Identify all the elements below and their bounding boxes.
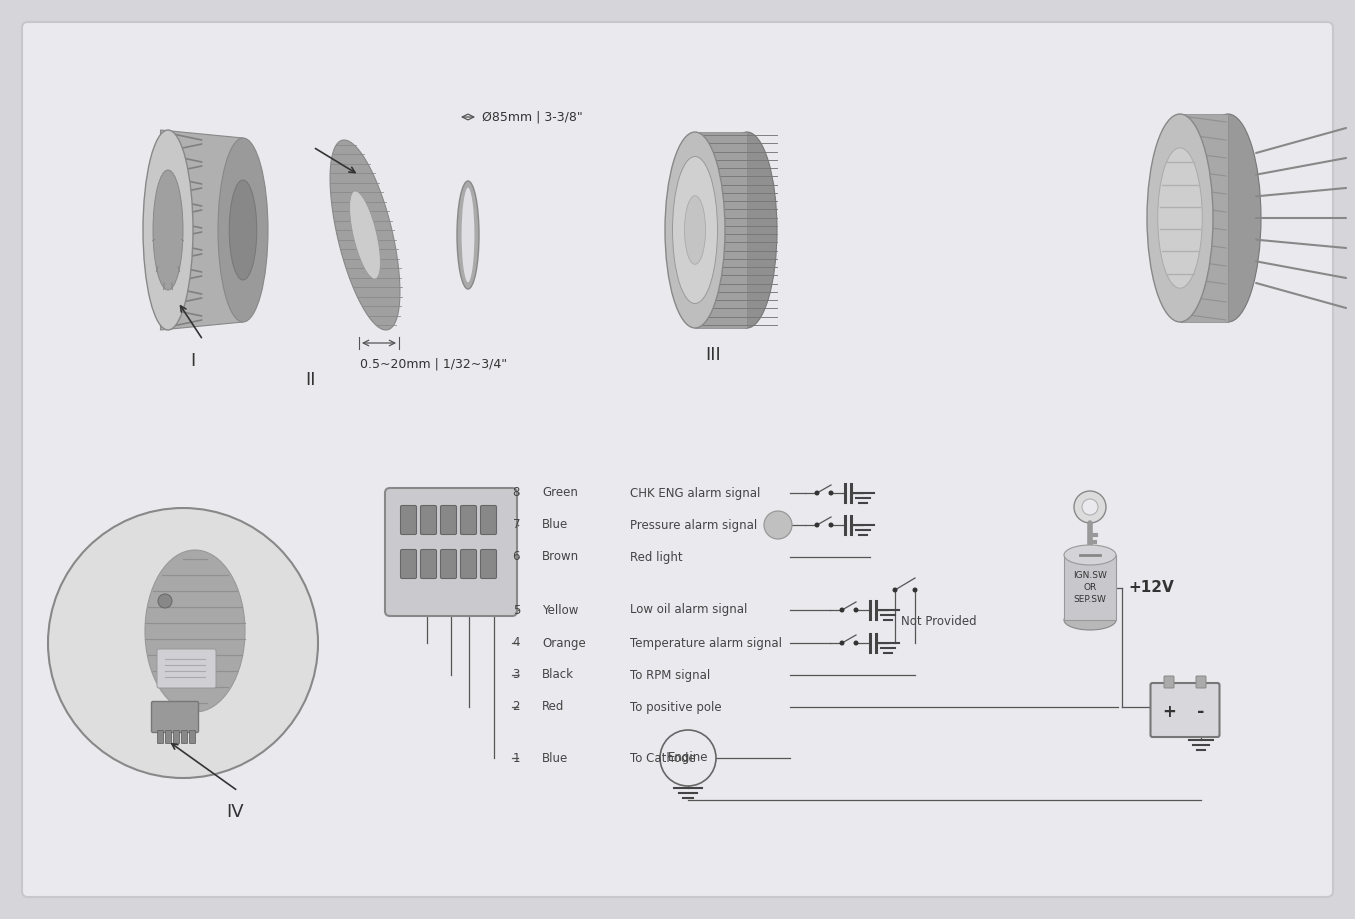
Circle shape (854, 641, 859, 645)
Circle shape (912, 587, 917, 593)
Ellipse shape (145, 550, 245, 712)
Text: Brown: Brown (542, 550, 579, 563)
FancyBboxPatch shape (182, 731, 187, 743)
Circle shape (828, 491, 833, 495)
Circle shape (828, 523, 833, 528)
Circle shape (814, 491, 820, 495)
Circle shape (764, 511, 793, 539)
Ellipse shape (153, 170, 183, 290)
FancyBboxPatch shape (22, 22, 1333, 897)
FancyBboxPatch shape (420, 505, 436, 535)
Text: Green: Green (542, 486, 577, 500)
FancyBboxPatch shape (1164, 676, 1173, 688)
Ellipse shape (665, 132, 725, 328)
Ellipse shape (457, 181, 480, 289)
Text: Black: Black (542, 668, 575, 682)
Text: I: I (190, 352, 195, 370)
Text: Red light: Red light (630, 550, 683, 563)
Text: Engine: Engine (668, 752, 709, 765)
Text: II: II (305, 371, 316, 389)
FancyBboxPatch shape (461, 505, 477, 535)
Circle shape (1083, 499, 1098, 515)
Ellipse shape (1064, 545, 1117, 565)
FancyBboxPatch shape (152, 701, 198, 732)
Text: CHK ENG alarm signal: CHK ENG alarm signal (630, 486, 760, 500)
Circle shape (159, 594, 172, 608)
Ellipse shape (1146, 114, 1213, 322)
Text: IV: IV (226, 803, 244, 821)
Circle shape (840, 607, 844, 612)
Text: Ø85mm | 3-3/8": Ø85mm | 3-3/8" (482, 110, 583, 123)
Text: To positive pole: To positive pole (630, 700, 722, 713)
Text: 7: 7 (512, 518, 520, 531)
FancyBboxPatch shape (157, 731, 164, 743)
Ellipse shape (218, 138, 268, 322)
Circle shape (814, 523, 820, 528)
Ellipse shape (684, 196, 706, 265)
Circle shape (660, 730, 715, 786)
Ellipse shape (461, 187, 476, 283)
FancyBboxPatch shape (1196, 676, 1206, 688)
FancyBboxPatch shape (173, 731, 179, 743)
Text: 1: 1 (512, 752, 520, 765)
Circle shape (840, 641, 844, 645)
FancyBboxPatch shape (481, 505, 496, 535)
Circle shape (1075, 491, 1106, 523)
Ellipse shape (1195, 114, 1262, 322)
Ellipse shape (229, 180, 256, 280)
Text: Not Provided: Not Provided (901, 615, 977, 628)
Text: III: III (705, 346, 721, 364)
Text: 6: 6 (512, 550, 520, 563)
Circle shape (893, 587, 897, 593)
Polygon shape (1064, 555, 1117, 620)
Text: Blue: Blue (542, 518, 568, 531)
Text: -: - (1198, 703, 1205, 721)
Circle shape (47, 508, 318, 778)
Ellipse shape (144, 130, 192, 330)
FancyBboxPatch shape (1150, 683, 1220, 737)
Text: 5: 5 (512, 604, 520, 617)
Circle shape (854, 607, 859, 612)
Polygon shape (331, 140, 400, 330)
Text: 4: 4 (512, 637, 520, 650)
FancyBboxPatch shape (385, 488, 518, 616)
Text: Pressure alarm signal: Pressure alarm signal (630, 518, 757, 531)
Text: 2: 2 (512, 700, 520, 713)
Ellipse shape (1157, 148, 1202, 289)
Polygon shape (695, 132, 747, 328)
Text: Yellow: Yellow (542, 604, 579, 617)
Ellipse shape (672, 156, 718, 303)
Ellipse shape (717, 132, 776, 328)
Text: Blue: Blue (542, 752, 568, 765)
FancyBboxPatch shape (420, 550, 436, 578)
Polygon shape (160, 130, 243, 330)
Text: IGN.SW
OR
SEP.SW: IGN.SW OR SEP.SW (1073, 572, 1107, 604)
Text: 0.5~20mm | 1/32~3/4": 0.5~20mm | 1/32~3/4" (360, 357, 507, 370)
FancyBboxPatch shape (165, 731, 172, 743)
Text: To Cathode: To Cathode (630, 752, 695, 765)
Text: +12V: +12V (1127, 580, 1173, 595)
FancyBboxPatch shape (157, 649, 215, 688)
Text: +: + (1163, 703, 1176, 721)
Text: Orange: Orange (542, 637, 585, 650)
Text: To RPM signal: To RPM signal (630, 668, 710, 682)
FancyBboxPatch shape (481, 550, 496, 578)
FancyBboxPatch shape (440, 550, 457, 578)
Text: Temperature alarm signal: Temperature alarm signal (630, 637, 782, 650)
FancyBboxPatch shape (461, 550, 477, 578)
Text: Red: Red (542, 700, 565, 713)
Text: Low oil alarm signal: Low oil alarm signal (630, 604, 748, 617)
FancyBboxPatch shape (401, 505, 416, 535)
Polygon shape (1180, 114, 1228, 322)
Text: 8: 8 (512, 486, 520, 500)
FancyBboxPatch shape (440, 505, 457, 535)
FancyBboxPatch shape (401, 550, 416, 578)
Ellipse shape (1064, 610, 1117, 630)
FancyBboxPatch shape (190, 731, 195, 743)
Text: 3: 3 (512, 668, 520, 682)
Polygon shape (350, 191, 381, 279)
